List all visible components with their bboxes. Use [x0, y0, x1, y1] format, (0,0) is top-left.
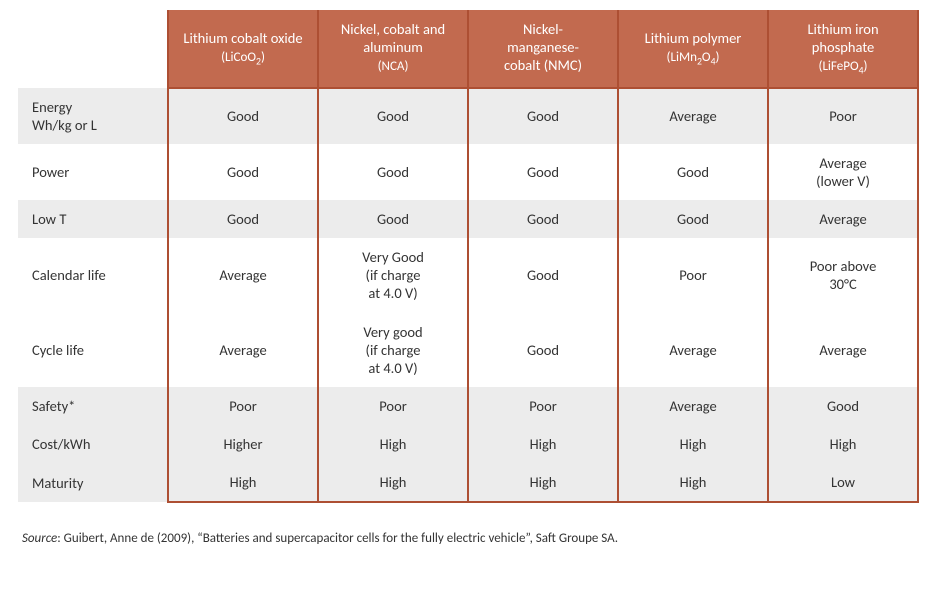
battery-chemistry-table: Lithium cobalt oxide (LiCoO2) Nickel, co…: [18, 10, 919, 503]
cell: Average: [768, 200, 918, 238]
cell: Good: [468, 144, 618, 200]
cell: Good: [468, 313, 618, 387]
table-body: EnergyWh/kg or L Good Good Good Average …: [18, 88, 918, 503]
cell: Good: [318, 200, 468, 238]
cell: Very Good(if chargeat 4.0 V): [318, 238, 468, 312]
cell: Good: [168, 88, 318, 144]
cell: Average: [618, 88, 768, 144]
cell: Good: [468, 238, 618, 312]
cell: Average: [618, 387, 768, 425]
table-container: Lithium cobalt oxide (LiCoO2) Nickel, co…: [0, 0, 933, 570]
cell: Good: [168, 144, 318, 200]
cell: High: [768, 425, 918, 463]
row-label: EnergyWh/kg or L: [18, 88, 168, 144]
cell: Good: [318, 88, 468, 144]
table-row: Power Good Good Good Good Average(lower …: [18, 144, 918, 200]
col-header: Nickel-manganese-cobalt (NMC): [468, 10, 618, 88]
row-label: Cost/kWh: [18, 425, 168, 463]
col-header-name: Nickel-manganese-cobalt (NMC): [504, 20, 582, 74]
cell: Poor: [618, 238, 768, 312]
row-label: Power: [18, 144, 168, 200]
cell: Poor: [318, 387, 468, 425]
row-label: Low T: [18, 200, 168, 238]
col-header-formula: (LiMn2O4): [667, 49, 720, 65]
cell: High: [618, 425, 768, 463]
source-text: Guibert, Anne de (2009), “Batteries and …: [64, 531, 618, 546]
cell: Low: [768, 463, 918, 502]
cell: High: [168, 463, 318, 502]
cell: Average: [168, 238, 318, 312]
table-row: Cycle life Average Very good(if chargeat…: [18, 313, 918, 387]
cell: Poor: [168, 387, 318, 425]
col-header-name: Lithium polymer: [645, 29, 742, 47]
col-header-name: Nickel, cobalt and aluminum: [341, 20, 445, 56]
col-header-name: Lithium iron phosphate: [807, 20, 878, 56]
col-header-formula: (LiFePO4): [818, 58, 867, 74]
cell: High: [468, 463, 618, 502]
cell: High: [318, 425, 468, 463]
source-label: Source: [22, 531, 57, 546]
cell: Good: [468, 88, 618, 144]
table-row: Safety* Poor Poor Poor Average Good: [18, 387, 918, 425]
row-label: Safety*: [18, 387, 168, 425]
cell: Good: [618, 144, 768, 200]
table-header-row: Lithium cobalt oxide (LiCoO2) Nickel, co…: [18, 10, 918, 88]
row-label: Calendar life: [18, 238, 168, 312]
col-header-formula: (LiCoO2): [221, 49, 265, 65]
cell: Very good(if chargeat 4.0 V): [318, 313, 468, 387]
table-row: Cost/kWh Higher High High High High: [18, 425, 918, 463]
header-corner-blank: [18, 10, 168, 88]
cell: Good: [468, 200, 618, 238]
row-label: Cycle life: [18, 313, 168, 387]
cell: Average: [168, 313, 318, 387]
cell: Average: [768, 313, 918, 387]
cell: Higher: [168, 425, 318, 463]
cell: Good: [168, 200, 318, 238]
col-header: Lithium iron phosphate (LiFePO4): [768, 10, 918, 88]
col-header: Lithium polymer (LiMn2O4): [618, 10, 768, 88]
table-row: EnergyWh/kg or L Good Good Good Average …: [18, 88, 918, 144]
cell: Poor: [768, 88, 918, 144]
row-label: Maturity: [18, 463, 168, 502]
cell: High: [618, 463, 768, 502]
cell: Good: [768, 387, 918, 425]
col-header-name: Lithium cobalt oxide: [183, 29, 302, 47]
cell: Good: [318, 144, 468, 200]
cell: Poor: [468, 387, 618, 425]
col-header: Nickel, cobalt and aluminum (NCA): [318, 10, 468, 88]
table-row: Calendar life Average Very Good(if charg…: [18, 238, 918, 312]
col-header: Lithium cobalt oxide (LiCoO2): [168, 10, 318, 88]
cell: Poor above30°C: [768, 238, 918, 312]
cell: Average(lower V): [768, 144, 918, 200]
cell: High: [468, 425, 618, 463]
table-row: Low T Good Good Good Good Average: [18, 200, 918, 238]
cell: Average: [618, 313, 768, 387]
source-citation: Source: Guibert, Anne de (2009), “Batter…: [18, 531, 915, 546]
col-header-formula: (NCA): [378, 58, 409, 74]
cell: High: [318, 463, 468, 502]
table-row: Maturity High High High High Low: [18, 463, 918, 502]
cell: Good: [618, 200, 768, 238]
